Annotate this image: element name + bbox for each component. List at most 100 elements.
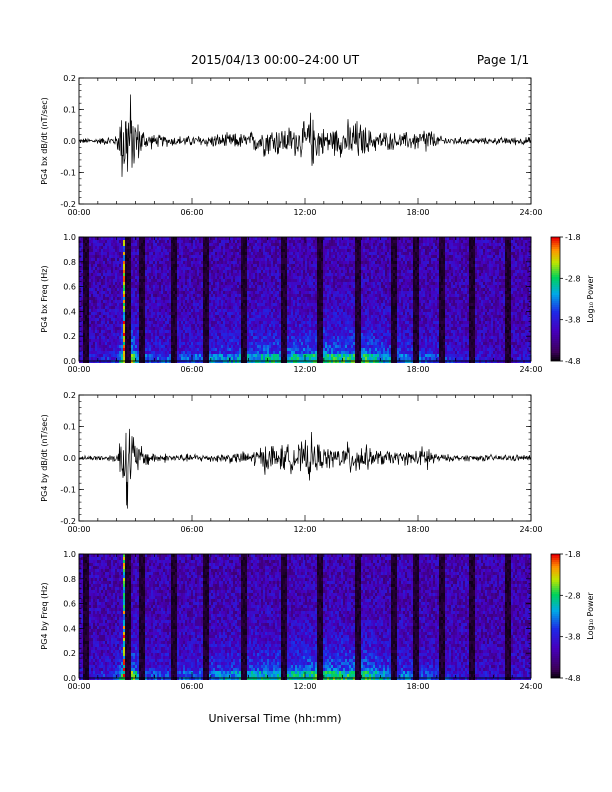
spectrogram-cell <box>135 318 137 321</box>
spectrogram-cell <box>99 306 101 309</box>
spectrogram-cell <box>273 240 275 243</box>
spectrogram-cell <box>303 288 305 291</box>
spectrogram-cell <box>125 348 127 351</box>
spectrogram-cell <box>227 354 229 357</box>
spectrogram-cell <box>79 327 81 330</box>
spectrogram-cell <box>207 267 209 270</box>
spectrogram-cell <box>209 276 211 279</box>
spectrogram-cell <box>233 324 235 327</box>
spectrogram-cell <box>241 294 243 297</box>
spectrogram-cell <box>153 258 155 261</box>
spectrogram-cell <box>115 312 117 315</box>
spectrogram-cell <box>271 354 273 357</box>
spectrogram-cell <box>235 315 237 318</box>
spectrogram-cell <box>235 348 237 351</box>
spectrogram-cell <box>287 327 289 330</box>
spectrogram-cell <box>83 267 85 270</box>
spectrogram-cell <box>127 294 129 297</box>
spectrogram-cell <box>179 348 181 351</box>
spectrogram-cell <box>283 264 285 267</box>
spectrogram-cell <box>283 258 285 261</box>
spectrogram-cell <box>165 237 167 240</box>
spectrogram-cell <box>213 324 215 327</box>
spectrogram-cell <box>177 276 179 279</box>
spectrogram-cell <box>269 348 271 351</box>
spectrogram-cell <box>143 249 145 252</box>
spectrogram-cell <box>117 261 119 264</box>
spectrogram-cell <box>263 282 265 285</box>
spectrogram-cell <box>163 345 165 348</box>
spectrogram-cell <box>187 297 189 300</box>
spectrogram-cell <box>157 291 159 294</box>
spectrogram-cell <box>155 321 157 324</box>
spectrogram-cell <box>83 246 85 249</box>
spectrogram-cell <box>295 315 297 318</box>
spectrogram-cell <box>189 270 191 273</box>
spectrogram-cell <box>193 357 195 360</box>
spectrogram-cell <box>153 348 155 351</box>
spectrogram-cell <box>195 270 197 273</box>
spectrogram-cell <box>171 312 173 315</box>
spectrogram-cell <box>199 288 201 291</box>
spectrogram-cell <box>135 333 137 336</box>
spectrogram-cell <box>145 315 147 318</box>
spectrogram-cell <box>129 255 131 258</box>
spectrogram-cell <box>199 285 201 288</box>
spectrogram-cell <box>93 318 95 321</box>
spectrogram-cell <box>107 306 109 309</box>
spectrogram-cell <box>127 354 129 357</box>
spectrogram-cell <box>85 273 87 276</box>
spectrogram-cell <box>243 354 245 357</box>
spectrogram-cell <box>153 285 155 288</box>
spectrogram-cell <box>113 306 115 309</box>
spectrogram-cell <box>143 339 145 342</box>
spectrogram-cell <box>151 354 153 357</box>
spectrogram-cell <box>153 303 155 306</box>
spectrogram-cell <box>219 288 221 291</box>
spectrogram-cell <box>305 237 307 240</box>
spectrogram-cell <box>143 264 145 267</box>
spectrogram-cell <box>99 288 101 291</box>
spectrogram-cell <box>255 282 257 285</box>
spectrogram-cell <box>143 312 145 315</box>
spectrogram-cell <box>245 315 247 318</box>
spectrogram-cell <box>217 294 219 297</box>
spectrogram-cell <box>283 261 285 264</box>
spectrogram-cell <box>181 273 183 276</box>
spectrogram-cell <box>145 321 147 324</box>
spectrogram-cell <box>183 237 185 240</box>
spectrogram-cell <box>133 348 135 351</box>
spectrogram-cell <box>121 330 123 333</box>
spectrogram-cell <box>137 261 139 264</box>
spectrogram-cell <box>83 327 85 330</box>
spectrogram-cell <box>151 312 153 315</box>
spectrogram-cell <box>103 345 105 348</box>
spectrogram-cell <box>129 240 131 243</box>
spectrogram-cell <box>87 300 89 303</box>
spectrogram-cell <box>107 300 109 303</box>
spectrogram-cell <box>265 267 267 270</box>
spectrogram-cell <box>229 261 231 264</box>
spectrogram-cell <box>83 339 85 342</box>
spectrogram-cell <box>159 300 161 303</box>
spectrogram-cell <box>211 360 213 363</box>
spectrogram-cell <box>207 246 209 249</box>
spectrogram-cell <box>255 249 257 252</box>
spectrogram-cell <box>297 246 299 249</box>
spectrogram-cell <box>85 312 87 315</box>
spectrogram-cell <box>191 282 193 285</box>
spectrogram-cell <box>171 255 173 258</box>
spectrogram-cell <box>191 279 193 282</box>
spectrogram-cell <box>119 321 121 324</box>
spectrogram-cell <box>203 312 205 315</box>
spectrogram-cell <box>119 297 121 300</box>
spectrogram-cell <box>259 330 261 333</box>
spectrogram-cell <box>201 258 203 261</box>
spectrogram-cell <box>207 297 209 300</box>
spectrogram-cell <box>121 258 123 261</box>
spectrogram-cell <box>251 330 253 333</box>
spectrogram-cell <box>89 252 91 255</box>
spectrogram-cell <box>85 282 87 285</box>
spectrogram-cell <box>233 297 235 300</box>
spectrogram-cell <box>107 312 109 315</box>
